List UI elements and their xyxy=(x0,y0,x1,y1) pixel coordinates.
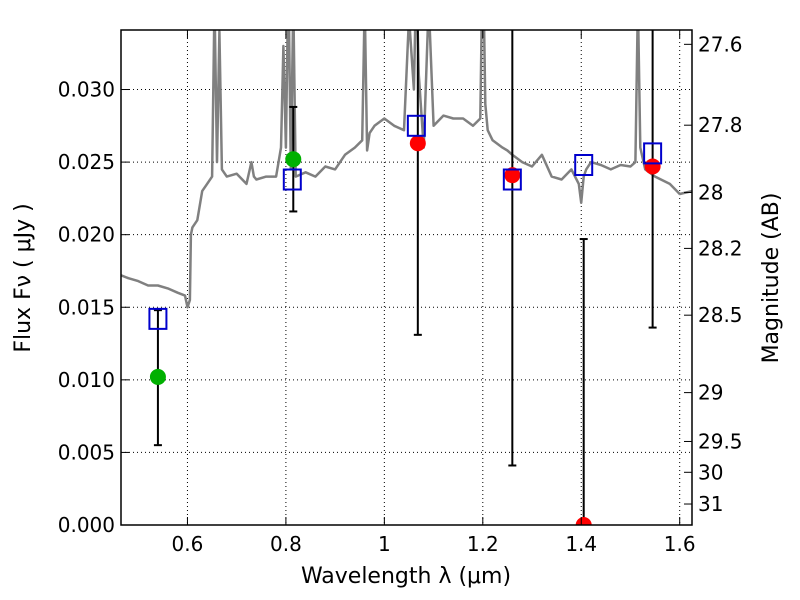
y2-tick-label: 31 xyxy=(698,492,723,516)
x-tick-label: 1 xyxy=(378,532,391,556)
y-tick-label: 0.020 xyxy=(58,223,115,247)
model-photometry-square xyxy=(502,168,522,191)
y2-axis-title: Magnitude (AB) xyxy=(759,193,784,364)
data-point-red xyxy=(409,135,426,152)
y-tick-label: 0.000 xyxy=(58,513,115,537)
model-photometry-square xyxy=(406,114,426,137)
model-photometry-square xyxy=(574,154,594,176)
model-photometry-square xyxy=(643,142,663,165)
y2-tick-label: 30 xyxy=(698,460,723,484)
data-point-green xyxy=(149,368,166,385)
data-point-red xyxy=(504,167,521,184)
x-tick-label: 0.8 xyxy=(270,532,302,556)
x-tick-label: 0.6 xyxy=(172,532,204,556)
data-point-red xyxy=(575,517,592,525)
y2-tick-label: 28 xyxy=(698,180,723,204)
x-tick-label: 1.4 xyxy=(565,532,597,556)
y2-tick-label: 28.2 xyxy=(698,236,743,260)
model-photometry-square xyxy=(148,307,168,330)
model-spectrum-line xyxy=(121,30,692,309)
plot-area: 0.6 0.8 1 1.2 1.4 1.6 0.000 0.005 0.010 0.015 0.02… xyxy=(58,29,743,556)
y2-tick-label: 27.8 xyxy=(698,113,743,137)
model-photometry-square xyxy=(282,168,302,191)
y-tick-label: 0.005 xyxy=(58,440,115,464)
x-tick-label: 1.2 xyxy=(467,532,499,556)
y-tick-label: 0.010 xyxy=(58,368,115,392)
axes-frame xyxy=(120,29,693,526)
y-tick-label: 0.030 xyxy=(58,78,115,102)
y2-tick-label: 28.5 xyxy=(698,303,743,327)
y2-tick-label: 29.5 xyxy=(698,429,743,453)
x-tick-label: 1.6 xyxy=(664,532,696,556)
y-tick-label: 0.025 xyxy=(58,150,115,174)
y-tick-label: 0.015 xyxy=(58,295,115,319)
y-axis-title: Flux Fν ( μJy ) xyxy=(11,203,36,352)
data-point-red xyxy=(644,158,661,175)
y2-tick-label: 29 xyxy=(698,381,723,405)
x-axis-title: Wavelength λ (μm) xyxy=(301,564,511,589)
data-point-green xyxy=(285,151,302,168)
y2-tick-label: 27.6 xyxy=(698,32,743,56)
